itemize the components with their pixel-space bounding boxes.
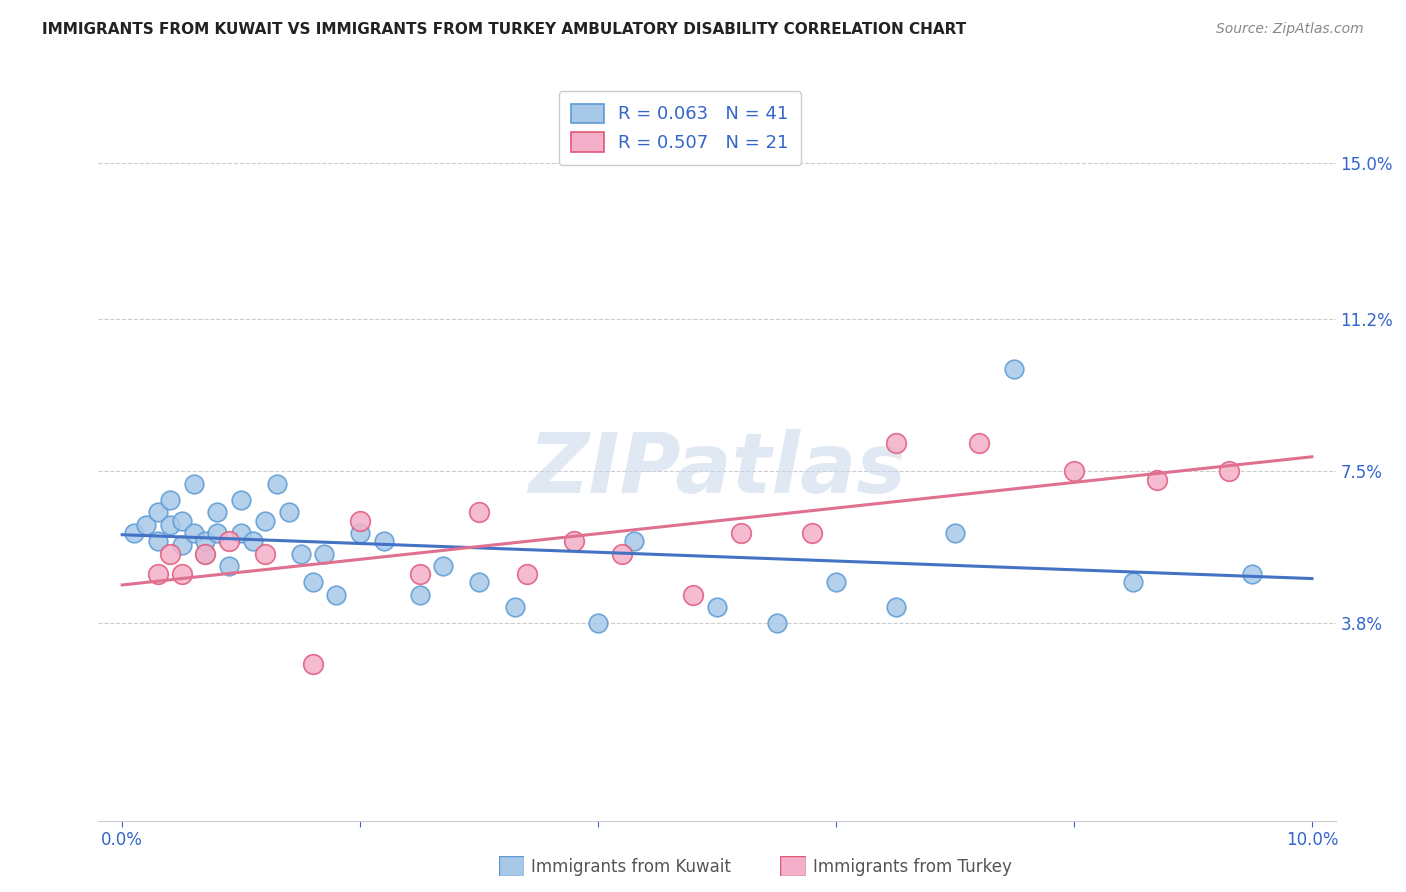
Point (231, 493, 253, 508)
Point (146, 534, 169, 549)
Point (943, 526, 966, 541)
Text: IMMIGRANTS FROM KUWAIT VS IMMIGRANTS FROM TURKEY AMBULATORY DISABILITY CORRELATI: IMMIGRANTS FROM KUWAIT VS IMMIGRANTS FRO… (42, 22, 966, 37)
Point (218, 558, 240, 573)
Point (170, 538, 193, 552)
Point (207, 505, 229, 519)
Point (1122, 575, 1144, 590)
Point (1241, 567, 1264, 582)
Point (801, 526, 824, 541)
Legend: R = 0.063   N = 41, R = 0.507   N = 21: R = 0.063 N = 41, R = 0.507 N = 21 (558, 91, 801, 165)
Text: Immigrants from Turkey: Immigrants from Turkey (813, 858, 1011, 876)
Point (301, 575, 323, 590)
Point (325, 588, 347, 602)
Point (194, 534, 217, 549)
Point (623, 534, 645, 549)
Point (408, 588, 430, 602)
Point (468, 575, 491, 590)
Point (373, 534, 395, 549)
Point (170, 514, 193, 528)
Point (1146, 473, 1168, 487)
Point (301, 657, 323, 672)
Point (290, 547, 312, 561)
Point (194, 547, 217, 561)
Point (468, 505, 491, 519)
Point (194, 547, 217, 561)
Point (1218, 464, 1240, 478)
Point (159, 547, 181, 561)
Point (314, 547, 336, 561)
Point (207, 526, 229, 541)
Point (183, 526, 205, 541)
Point (967, 435, 990, 450)
Point (730, 526, 752, 541)
Point (159, 493, 181, 508)
Point (183, 476, 205, 491)
Point (825, 575, 848, 590)
Point (503, 599, 526, 614)
Text: ZIPatlas: ZIPatlas (529, 429, 905, 510)
Point (146, 505, 169, 519)
Point (682, 588, 704, 602)
Point (1004, 361, 1026, 376)
Point (122, 526, 145, 541)
Point (1063, 464, 1085, 478)
Text: Immigrants from Kuwait: Immigrants from Kuwait (531, 858, 731, 876)
Point (516, 567, 538, 582)
Point (266, 476, 288, 491)
Text: Source: ZipAtlas.com: Source: ZipAtlas.com (1216, 22, 1364, 37)
Point (170, 567, 193, 582)
Point (884, 599, 907, 614)
Point (242, 534, 264, 549)
Point (146, 567, 169, 582)
Point (253, 514, 276, 528)
Point (253, 547, 276, 561)
Point (884, 435, 907, 450)
Point (218, 534, 240, 549)
Point (765, 616, 787, 631)
Point (706, 599, 728, 614)
Point (562, 534, 585, 549)
Point (610, 547, 633, 561)
Point (159, 517, 181, 532)
Point (349, 514, 371, 528)
Point (231, 526, 253, 541)
Point (135, 517, 157, 532)
Point (586, 616, 609, 631)
Point (349, 526, 371, 541)
Point (432, 558, 454, 573)
Point (277, 505, 299, 519)
Point (408, 567, 430, 582)
